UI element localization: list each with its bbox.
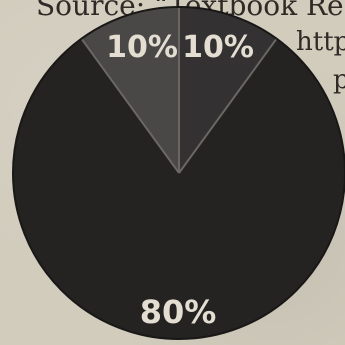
slice-divider-line	[178, 38, 278, 174]
pie-slice-10-left	[81, 7, 179, 173]
pie-slice-80	[13, 38, 345, 340]
pie-slices	[13, 7, 345, 340]
slice-label-10-left: 10%	[106, 30, 178, 65]
slice-label-80: 80%	[140, 293, 217, 331]
slice-label-10-right: 10%	[182, 30, 254, 65]
url-fragment-text: http	[296, 27, 345, 57]
pie-slice-10-right	[179, 7, 277, 173]
pie-outline	[12, 6, 345, 340]
slice-divider-line	[80, 38, 180, 174]
slice-dividers	[12, 6, 345, 340]
url-fragment-continuation-text: p	[333, 65, 345, 95]
